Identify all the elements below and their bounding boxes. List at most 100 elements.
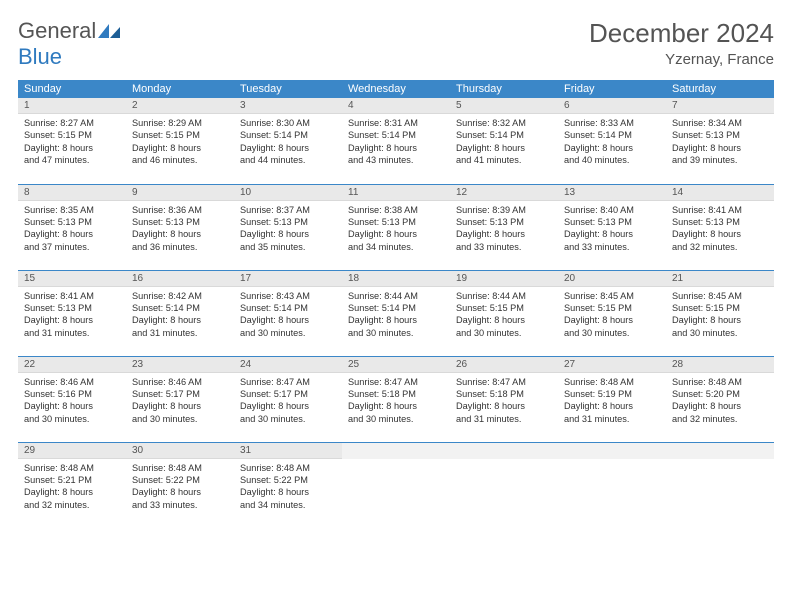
calendar-cell: 26Sunrise: 8:47 AMSunset: 5:18 PMDayligh… [450, 356, 558, 442]
day-details: Sunrise: 8:35 AMSunset: 5:13 PMDaylight:… [18, 201, 126, 258]
day-number: 16 [126, 271, 234, 287]
day-details: Sunrise: 8:47 AMSunset: 5:18 PMDaylight:… [450, 373, 558, 430]
calendar-cell: 4Sunrise: 8:31 AMSunset: 5:14 PMDaylight… [342, 98, 450, 184]
day-details: Sunrise: 8:42 AMSunset: 5:14 PMDaylight:… [126, 287, 234, 344]
calendar-cell: 13Sunrise: 8:40 AMSunset: 5:13 PMDayligh… [558, 184, 666, 270]
calendar-cell: 23Sunrise: 8:46 AMSunset: 5:17 PMDayligh… [126, 356, 234, 442]
day-details: Sunrise: 8:30 AMSunset: 5:14 PMDaylight:… [234, 114, 342, 171]
weekday-header: Saturday [666, 80, 774, 98]
day-number: 8 [18, 185, 126, 201]
day-details: Sunrise: 8:44 AMSunset: 5:14 PMDaylight:… [342, 287, 450, 344]
day-details: Sunrise: 8:39 AMSunset: 5:13 PMDaylight:… [450, 201, 558, 258]
day-number: 22 [18, 357, 126, 373]
title-block: December 2024 Yzernay, France [589, 18, 774, 68]
day-details: Sunrise: 8:47 AMSunset: 5:17 PMDaylight:… [234, 373, 342, 430]
day-number: 4 [342, 98, 450, 114]
calendar-cell [450, 442, 558, 528]
logo-general: General [18, 18, 96, 43]
day-number: 25 [342, 357, 450, 373]
day-number: 30 [126, 443, 234, 459]
day-number: 19 [450, 271, 558, 287]
calendar-cell: 11Sunrise: 8:38 AMSunset: 5:13 PMDayligh… [342, 184, 450, 270]
day-details: Sunrise: 8:31 AMSunset: 5:14 PMDaylight:… [342, 114, 450, 171]
day-details: Sunrise: 8:46 AMSunset: 5:16 PMDaylight:… [18, 373, 126, 430]
day-details: Sunrise: 8:43 AMSunset: 5:14 PMDaylight:… [234, 287, 342, 344]
calendar-cell [666, 442, 774, 528]
day-number: 7 [666, 98, 774, 114]
calendar-cell: 22Sunrise: 8:46 AMSunset: 5:16 PMDayligh… [18, 356, 126, 442]
calendar-cell: 5Sunrise: 8:32 AMSunset: 5:14 PMDaylight… [450, 98, 558, 184]
calendar-cell: 20Sunrise: 8:45 AMSunset: 5:15 PMDayligh… [558, 270, 666, 356]
day-number: 21 [666, 271, 774, 287]
calendar-cell: 18Sunrise: 8:44 AMSunset: 5:14 PMDayligh… [342, 270, 450, 356]
day-details: Sunrise: 8:32 AMSunset: 5:14 PMDaylight:… [450, 114, 558, 171]
empty-cell [342, 443, 450, 459]
calendar-table: SundayMondayTuesdayWednesdayThursdayFrid… [18, 80, 774, 528]
calendar-cell: 15Sunrise: 8:41 AMSunset: 5:13 PMDayligh… [18, 270, 126, 356]
day-number: 13 [558, 185, 666, 201]
page-title: December 2024 [589, 18, 774, 49]
calendar-cell: 19Sunrise: 8:44 AMSunset: 5:15 PMDayligh… [450, 270, 558, 356]
calendar-cell [558, 442, 666, 528]
calendar-cell: 24Sunrise: 8:47 AMSunset: 5:17 PMDayligh… [234, 356, 342, 442]
calendar-body: 1Sunrise: 8:27 AMSunset: 5:15 PMDaylight… [18, 98, 774, 528]
calendar-cell: 16Sunrise: 8:42 AMSunset: 5:14 PMDayligh… [126, 270, 234, 356]
day-number: 20 [558, 271, 666, 287]
logo-text: General Blue [18, 18, 120, 70]
logo-blue: Blue [18, 44, 62, 69]
day-number: 5 [450, 98, 558, 114]
calendar-cell: 10Sunrise: 8:37 AMSunset: 5:13 PMDayligh… [234, 184, 342, 270]
weekday-header: Tuesday [234, 80, 342, 98]
day-details: Sunrise: 8:34 AMSunset: 5:13 PMDaylight:… [666, 114, 774, 171]
calendar-cell: 2Sunrise: 8:29 AMSunset: 5:15 PMDaylight… [126, 98, 234, 184]
calendar-cell: 25Sunrise: 8:47 AMSunset: 5:18 PMDayligh… [342, 356, 450, 442]
day-number: 18 [342, 271, 450, 287]
empty-cell [450, 443, 558, 459]
weekday-header: Wednesday [342, 80, 450, 98]
empty-cell [558, 443, 666, 459]
calendar-cell: 1Sunrise: 8:27 AMSunset: 5:15 PMDaylight… [18, 98, 126, 184]
header: General Blue December 2024 Yzernay, Fran… [18, 18, 774, 70]
day-number: 12 [450, 185, 558, 201]
day-details: Sunrise: 8:47 AMSunset: 5:18 PMDaylight:… [342, 373, 450, 430]
day-number: 10 [234, 185, 342, 201]
calendar-cell: 21Sunrise: 8:45 AMSunset: 5:15 PMDayligh… [666, 270, 774, 356]
day-details: Sunrise: 8:41 AMSunset: 5:13 PMDaylight:… [18, 287, 126, 344]
day-details: Sunrise: 8:37 AMSunset: 5:13 PMDaylight:… [234, 201, 342, 258]
empty-cell [666, 443, 774, 459]
logo-sail-icon [98, 18, 120, 43]
day-number: 9 [126, 185, 234, 201]
day-number: 27 [558, 357, 666, 373]
day-details: Sunrise: 8:48 AMSunset: 5:19 PMDaylight:… [558, 373, 666, 430]
calendar-cell: 14Sunrise: 8:41 AMSunset: 5:13 PMDayligh… [666, 184, 774, 270]
calendar-cell: 28Sunrise: 8:48 AMSunset: 5:20 PMDayligh… [666, 356, 774, 442]
day-number: 14 [666, 185, 774, 201]
day-number: 24 [234, 357, 342, 373]
calendar-cell: 3Sunrise: 8:30 AMSunset: 5:14 PMDaylight… [234, 98, 342, 184]
day-number: 3 [234, 98, 342, 114]
weekday-header: Thursday [450, 80, 558, 98]
calendar-cell: 8Sunrise: 8:35 AMSunset: 5:13 PMDaylight… [18, 184, 126, 270]
calendar-cell: 27Sunrise: 8:48 AMSunset: 5:19 PMDayligh… [558, 356, 666, 442]
day-details: Sunrise: 8:45 AMSunset: 5:15 PMDaylight:… [666, 287, 774, 344]
day-details: Sunrise: 8:48 AMSunset: 5:20 PMDaylight:… [666, 373, 774, 430]
day-number: 23 [126, 357, 234, 373]
day-details: Sunrise: 8:46 AMSunset: 5:17 PMDaylight:… [126, 373, 234, 430]
calendar-cell: 17Sunrise: 8:43 AMSunset: 5:14 PMDayligh… [234, 270, 342, 356]
logo: General Blue [18, 18, 120, 70]
day-details: Sunrise: 8:48 AMSunset: 5:21 PMDaylight:… [18, 459, 126, 516]
day-number: 15 [18, 271, 126, 287]
day-number: 17 [234, 271, 342, 287]
weekday-header: Sunday [18, 80, 126, 98]
calendar-cell [342, 442, 450, 528]
day-details: Sunrise: 8:44 AMSunset: 5:15 PMDaylight:… [450, 287, 558, 344]
weekday-header: Friday [558, 80, 666, 98]
calendar-cell: 29Sunrise: 8:48 AMSunset: 5:21 PMDayligh… [18, 442, 126, 528]
day-details: Sunrise: 8:36 AMSunset: 5:13 PMDaylight:… [126, 201, 234, 258]
day-number: 11 [342, 185, 450, 201]
location: Yzernay, France [589, 51, 774, 68]
day-details: Sunrise: 8:40 AMSunset: 5:13 PMDaylight:… [558, 201, 666, 258]
calendar-cell: 12Sunrise: 8:39 AMSunset: 5:13 PMDayligh… [450, 184, 558, 270]
day-number: 31 [234, 443, 342, 459]
calendar-header-row: SundayMondayTuesdayWednesdayThursdayFrid… [18, 80, 774, 98]
